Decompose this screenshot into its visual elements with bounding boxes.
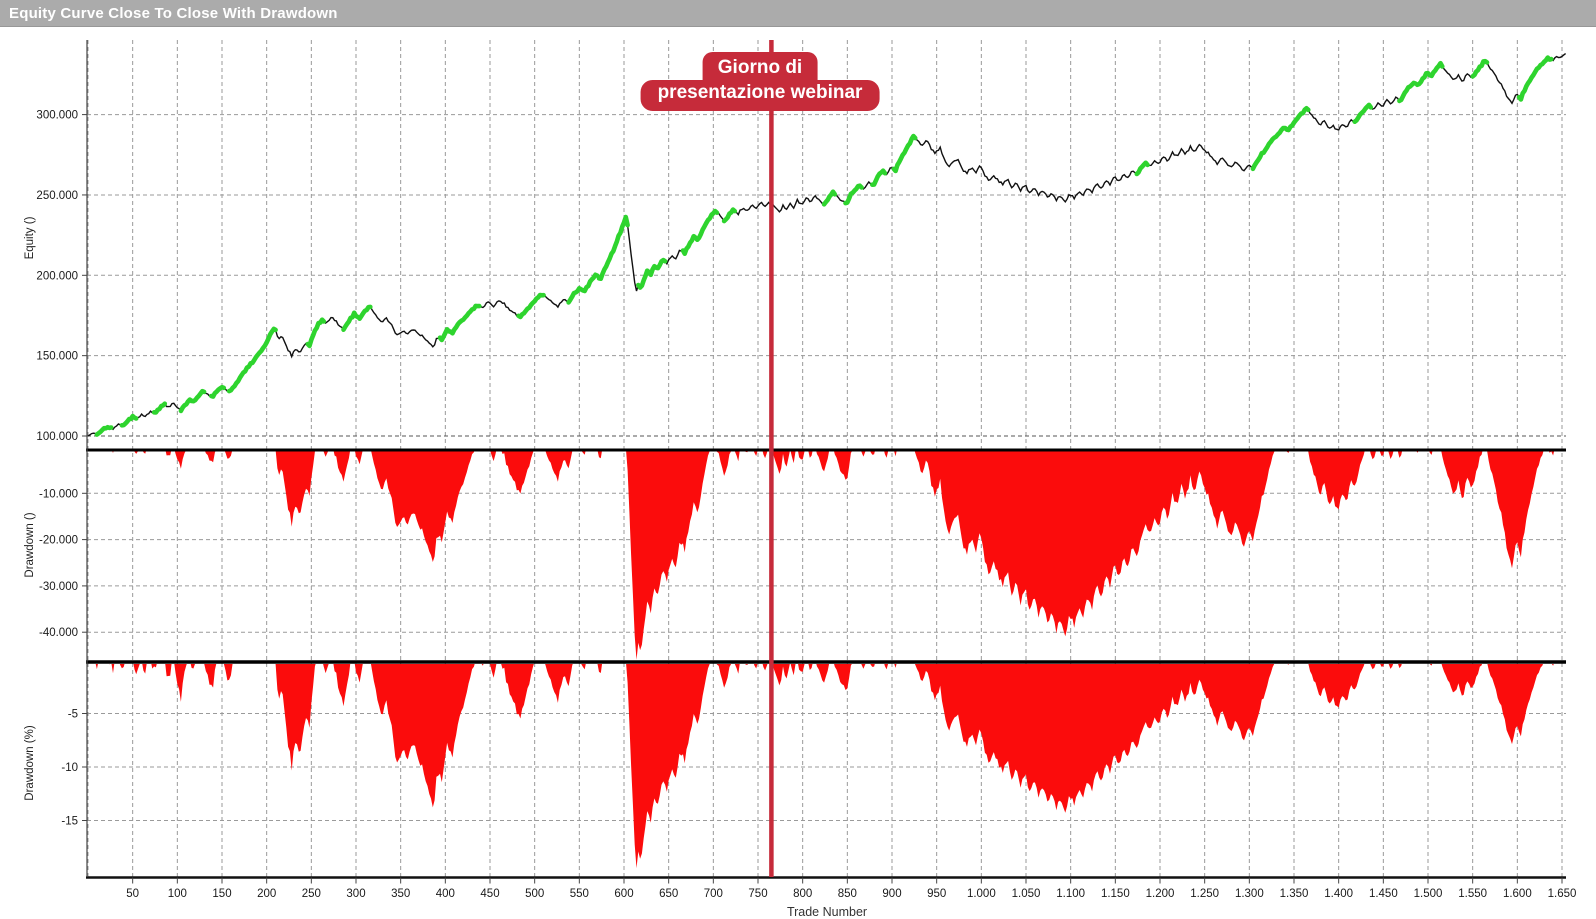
svg-text:1.050: 1.050 [1012,888,1041,900]
svg-text:1.250: 1.250 [1190,888,1219,900]
svg-text:-10: -10 [61,762,78,774]
svg-text:1.150: 1.150 [1101,888,1130,900]
svg-text:1.350: 1.350 [1280,888,1309,900]
x-axis-title: Trade Number [786,905,868,919]
svg-text:1.500: 1.500 [1414,888,1443,900]
svg-text:50: 50 [126,888,139,900]
gridlines [87,40,1566,877]
svg-text:800: 800 [793,888,812,900]
svg-text:1.600: 1.600 [1503,888,1532,900]
equity-axis-title: Equity () [24,216,36,260]
svg-text:-10.000: -10.000 [39,488,78,500]
svg-text:900: 900 [882,888,901,900]
svg-text:600: 600 [614,888,633,900]
svg-text:150: 150 [212,888,231,900]
winning-streak-segments [94,55,1554,437]
svg-text:1.550: 1.550 [1458,888,1487,900]
drawdown-abs-axis-title: Drawdown () [24,512,36,578]
svg-text:300: 300 [346,888,365,900]
svg-text:-40.000: -40.000 [39,627,78,639]
svg-text:200.000: 200.000 [36,270,78,282]
chart-area: 100.000 150.000 200.000 250.000 300.000 -10.0… [0,28,1596,919]
svg-text:100: 100 [168,888,187,900]
svg-text:-30.000: -30.000 [39,581,78,593]
svg-text:850: 850 [838,888,857,900]
svg-text:450: 450 [480,888,499,900]
tick-labels: 100.000 150.000 200.000 250.000 300.000 -10.0… [36,110,1576,900]
svg-text:1.300: 1.300 [1235,888,1264,900]
svg-text:-5: -5 [68,709,78,721]
svg-text:1.000: 1.000 [967,888,996,900]
svg-text:1.100: 1.100 [1056,888,1085,900]
svg-text:1.200: 1.200 [1146,888,1175,900]
svg-text:150.000: 150.000 [36,351,78,363]
svg-text:1.400: 1.400 [1324,888,1353,900]
svg-text:1.650: 1.650 [1548,888,1577,900]
webinar-annotation: Giorno di presentazione webinar [640,52,880,111]
window-title: Equity Curve Close To Close With Drawdow… [9,5,338,22]
annotation-line-2: presentazione webinar [640,79,880,111]
equity-drawdown-chart: 100.000 150.000 200.000 250.000 300.000 -10.0… [0,28,1596,915]
svg-text:300.000: 300.000 [36,110,78,122]
title-bar: Equity Curve Close To Close With Drawdow… [0,0,1596,27]
svg-text:250.000: 250.000 [36,190,78,202]
svg-text:1.450: 1.450 [1369,888,1398,900]
svg-text:400: 400 [436,888,455,900]
svg-text:100.000: 100.000 [36,431,78,443]
svg-text:-20.000: -20.000 [39,535,78,547]
drawdown-pct-axis-title: Drawdown (%) [24,725,36,801]
annotation-line-1: Giorno di [702,52,818,81]
svg-text:750: 750 [748,888,767,900]
svg-text:250: 250 [302,888,321,900]
svg-text:950: 950 [927,888,946,900]
svg-text:350: 350 [391,888,410,900]
svg-text:200: 200 [257,888,276,900]
svg-text:550: 550 [570,888,589,900]
svg-text:500: 500 [525,888,544,900]
svg-text:700: 700 [704,888,723,900]
svg-text:650: 650 [659,888,678,900]
svg-text:-15: -15 [61,816,78,828]
tick-marks [82,114,1563,884]
